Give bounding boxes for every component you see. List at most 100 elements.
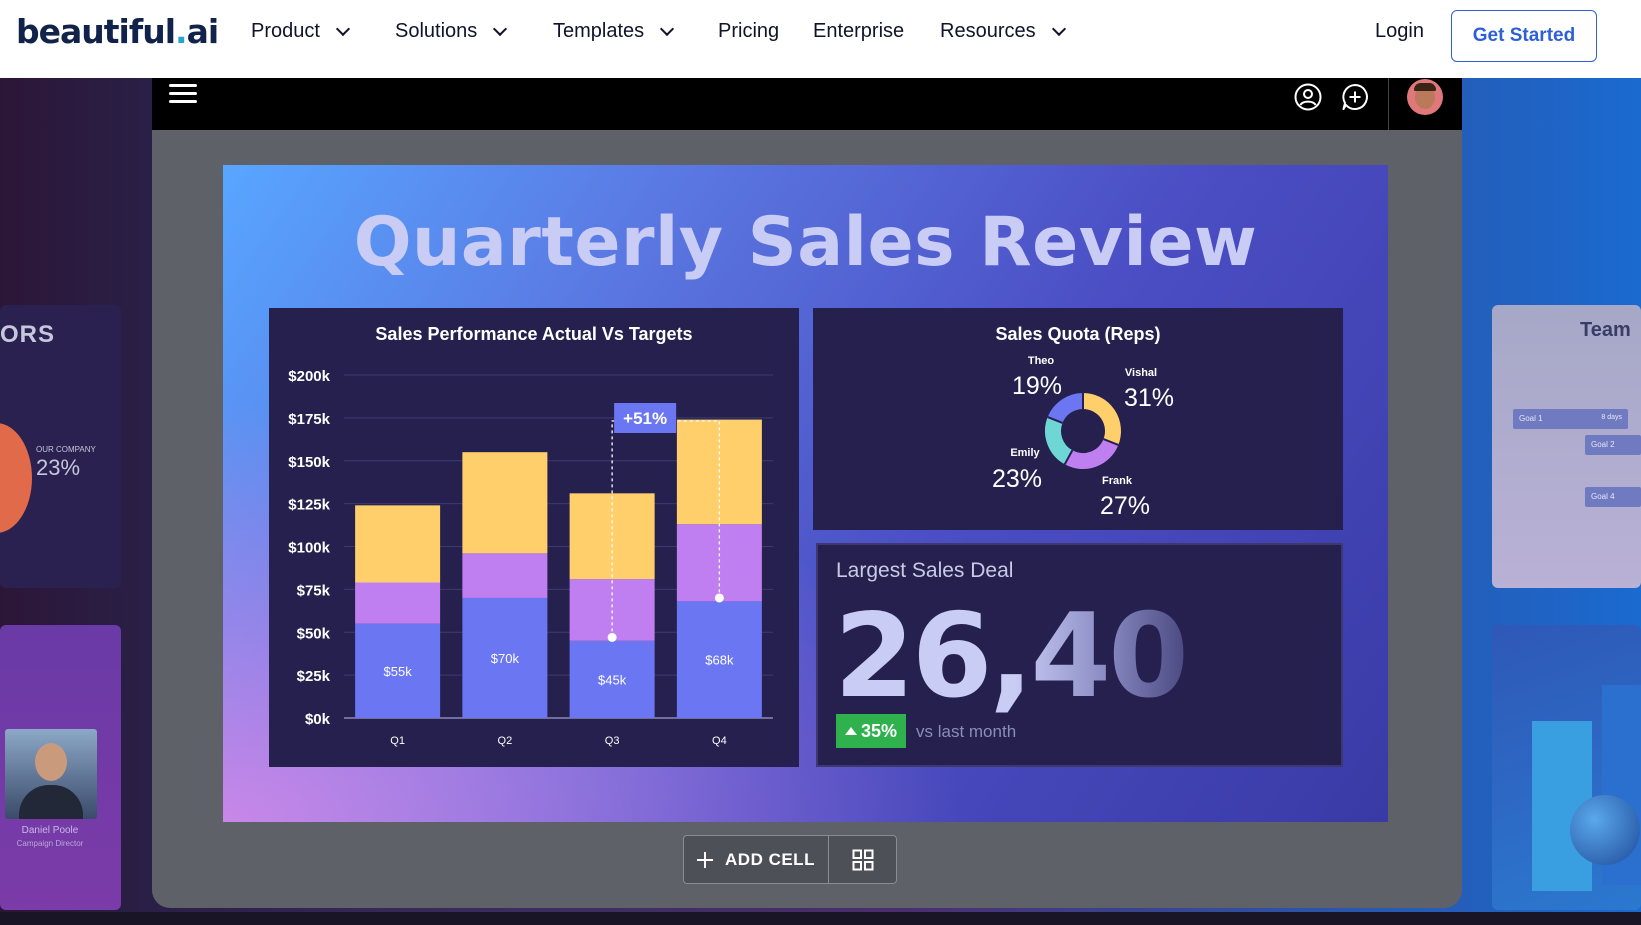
sales-quota-panel[interactable]: Sales Quota (Reps) Vishal 31% Frank 27% Emil… <box>813 308 1343 530</box>
person-name: Daniel Poole <box>21 825 79 836</box>
side-preview-slide-right-top: Team Goal 1 8 days Goal 2 Goal 4 <box>1492 305 1641 588</box>
avatar-hair <box>1414 83 1436 91</box>
nav-solutions[interactable]: Solutions <box>395 20 508 43</box>
slide-editor-window: Quarterly Sales Review Sales Performance… <box>152 70 1462 908</box>
deal-value-faded: 0 <box>1185 589 1264 724</box>
stacked-bar-chart: $0k $25k $50k $75k $100k $125k $150k $175k $200k… <box>288 368 773 747</box>
editor-toolbar <box>152 70 1462 130</box>
side-slide-heading: ORS <box>0 321 56 348</box>
grid-layout-button[interactable] <box>829 836 896 883</box>
quota-title: Sales Quota (Reps) <box>995 324 1161 344</box>
person-photo <box>5 729 97 819</box>
bar-segment <box>462 553 548 598</box>
donut-slice <box>1064 438 1119 469</box>
top-navigation: beautiful.ai Product Solutions Templates… <box>0 0 1641 78</box>
annotation-label: +51% <box>623 409 667 428</box>
login-link[interactable]: Login <box>1375 20 1424 42</box>
slice-separator <box>1047 416 1063 424</box>
nav-pricing[interactable]: Pricing <box>718 20 779 43</box>
y-tick-label: $0k <box>305 711 331 728</box>
chevron-down-icon <box>493 21 508 37</box>
goal-bar: Goal 2 <box>1585 435 1641 455</box>
side-preview-slide-left-bottom: Daniel Poole Campaign Director <box>0 625 121 910</box>
add-cell-button[interactable]: ADD CELL <box>684 836 829 883</box>
slice-name-label: Frank <box>1102 475 1133 487</box>
person-role: Campaign Director <box>16 839 84 848</box>
bar-segment <box>462 452 548 554</box>
add-comment-icon[interactable] <box>1340 82 1370 112</box>
side-slide-small-label: OUR COMPANY <box>36 445 96 454</box>
nav-pricing-label: Pricing <box>718 20 780 42</box>
y-tick-label: $150k <box>288 454 330 471</box>
nav-enterprise-label: Enterprise <box>813 20 905 42</box>
sales-performance-chart-panel[interactable]: Sales Performance Actual Vs Targets $0k $… <box>269 308 799 767</box>
slice-value-label: 31% <box>1124 384 1174 412</box>
nav-resources[interactable]: Resources <box>940 20 1066 43</box>
side-slide-team-heading: Team <box>1580 319 1631 341</box>
annotation-point <box>607 632 617 642</box>
nav-solutions-label: Solutions <box>395 20 478 42</box>
x-tick-label: Q1 <box>390 735 405 747</box>
bar-segment <box>355 582 441 624</box>
avatar-face <box>1415 85 1435 109</box>
bar-data-label: $45k <box>598 672 627 687</box>
largest-sales-deal-panel[interactable]: Largest Sales Deal 26,400 35% vs last mo… <box>816 543 1343 767</box>
slice-value-label: 27% <box>1100 492 1150 520</box>
toolbar-divider <box>1388 70 1389 130</box>
nav-templates[interactable]: Templates <box>553 20 675 43</box>
x-tick-label: Q2 <box>498 735 513 747</box>
y-tick-label: $50k <box>297 625 331 642</box>
x-tick-label: Q4 <box>712 735 727 747</box>
bar-segment <box>355 623 441 718</box>
slide-canvas[interactable]: Quarterly Sales Review Sales Performance… <box>223 165 1388 822</box>
person-suit <box>19 785 83 819</box>
slice-separator <box>1103 438 1119 446</box>
goal-bar: Goal 1 8 days <box>1513 409 1628 429</box>
slice-name-label: Emily <box>1010 447 1040 459</box>
menu-icon[interactable] <box>169 84 197 106</box>
bar-data-label: $68k <box>705 653 734 668</box>
nav-enterprise[interactable]: Enterprise <box>813 20 904 43</box>
nav-templates-label: Templates <box>553 20 645 42</box>
comparison-text: vs last month <box>916 722 1017 741</box>
slice-value-label: 23% <box>992 465 1042 493</box>
logo-suffix: ai <box>186 12 220 51</box>
deal-value-main: 26,40 <box>834 589 1186 724</box>
chevron-down-icon <box>1051 21 1066 37</box>
add-cell-toolbar: ADD CELL <box>683 835 897 884</box>
donut-slice <box>1045 417 1073 465</box>
y-tick-label: $25k <box>297 668 331 685</box>
donut-slice <box>1082 393 1121 445</box>
user-circle-icon[interactable] <box>1293 82 1323 112</box>
nav-product-label: Product <box>251 20 320 42</box>
bar-data-label: $55k <box>384 664 413 679</box>
slice-name-label: Vishal <box>1125 367 1157 379</box>
goal-label: Goal 4 <box>1591 492 1615 501</box>
slice-name-label: Theo <box>1028 355 1055 367</box>
x-tick-label: Q3 <box>605 735 620 747</box>
beautiful-ai-logo[interactable]: beautiful.ai <box>16 12 220 51</box>
get-started-button[interactable]: Get Started <box>1451 10 1597 62</box>
growth-badge: 35% <box>836 714 906 748</box>
logo-text: beautiful <box>16 12 176 51</box>
y-tick-label: $200k <box>288 368 330 385</box>
y-tick-label: $75k <box>297 582 331 599</box>
growth-badge-value: 35% <box>860 720 898 741</box>
add-cell-label: ADD CELL <box>725 849 815 869</box>
side-slide-pie <box>0 423 32 533</box>
goal-days: 8 days <box>1601 414 1622 421</box>
deal-value: 26,400 <box>834 589 1264 724</box>
slide-title[interactable]: Quarterly Sales Review <box>353 203 1258 282</box>
goal-label: Goal 2 <box>1591 440 1615 449</box>
avatar[interactable] <box>1407 79 1443 115</box>
slice-separator <box>1063 449 1074 465</box>
annotation-point <box>714 593 724 603</box>
sales-quota-donut-chart: Vishal 31% Frank 27% Emily 23% Theo 19% <box>992 355 1174 520</box>
y-tick-label: $125k <box>288 497 330 514</box>
bar-segment <box>676 601 762 718</box>
nav-product[interactable]: Product <box>251 20 351 43</box>
side-preview-slide-right-bottom <box>1492 625 1641 910</box>
bar-segment <box>355 505 441 583</box>
slice-value-label: 19% <box>1012 372 1062 400</box>
goal-label: Goal 1 <box>1519 414 1543 423</box>
